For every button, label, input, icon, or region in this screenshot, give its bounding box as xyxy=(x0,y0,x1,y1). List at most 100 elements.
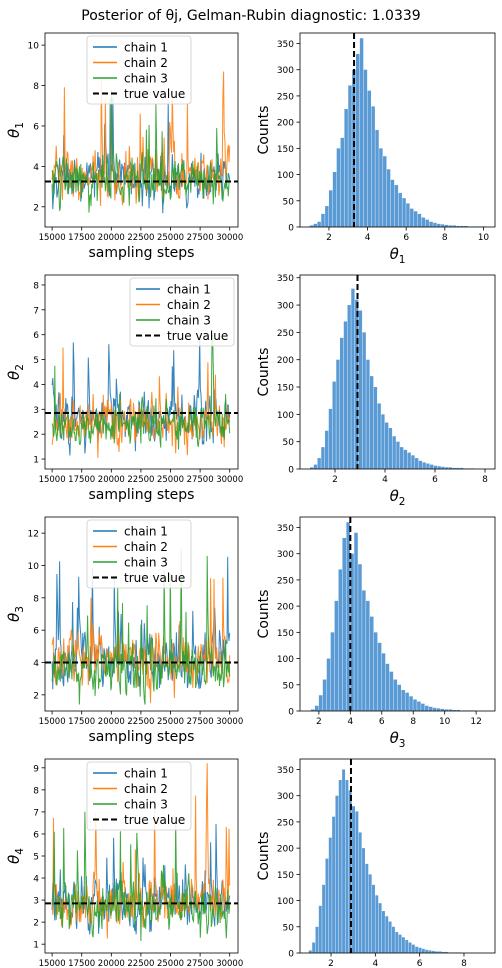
hist-ytick-label-4: 300 xyxy=(277,792,294,802)
hist-bar-3 xyxy=(358,564,362,711)
hist-bar-1 xyxy=(348,85,352,227)
hist-frame-1 xyxy=(299,32,496,228)
hist-bar-2 xyxy=(411,455,415,469)
trace-xtick-label-2: 30000 xyxy=(216,475,243,485)
trace-xtick-label-4: 20000 xyxy=(98,959,125,968)
trace-plot-1: 15000 17500 20000 22500 25000 27500 30000 2 4 6 8 1… xyxy=(5,32,243,261)
trace-legend-label-2-1: chain 1 xyxy=(167,283,211,297)
hist-ytick-label-3: 350 xyxy=(277,524,294,534)
trace-legend-label-2-4: true value xyxy=(167,329,228,343)
trace-xtick-label-3: 25000 xyxy=(157,717,184,727)
trace-legend-label-2-3: chain 3 xyxy=(167,314,211,328)
trace-xtick-label-3: 20000 xyxy=(98,717,125,727)
trace-xtick-label-4: 30000 xyxy=(216,959,243,968)
hist-ytick-label-1: 150 xyxy=(277,145,294,155)
trace-lines-2 xyxy=(51,334,231,458)
hist-bar-1 xyxy=(363,69,368,228)
trace-xtick-label-4: 15000 xyxy=(39,959,66,968)
hist-bar-4 xyxy=(391,926,395,953)
trace-ytick-label-4: 9 xyxy=(33,764,39,774)
trace-legend-label-2-2: chain 2 xyxy=(167,298,211,312)
hist-bar-3 xyxy=(354,532,358,711)
hist-xtick-label-4: 4 xyxy=(372,959,378,968)
hist-bar-3 xyxy=(338,569,343,711)
hist-bar-3 xyxy=(322,679,327,711)
hist-bar-1 xyxy=(344,109,348,227)
trace-legend-label-1-3: chain 3 xyxy=(124,72,168,86)
hist-xtick-label-1: 8 xyxy=(442,233,448,243)
trace-xlabel-2: sampling steps xyxy=(89,487,195,503)
hist-ytick-label-1: 100 xyxy=(277,171,294,181)
hist-bar-3 xyxy=(362,590,366,711)
hist-bar-1 xyxy=(417,213,422,227)
trace-xlabel-1: sampling steps xyxy=(89,245,195,261)
hist-ytick-label-4: 0 xyxy=(288,950,294,960)
hist-bar-3 xyxy=(417,701,421,711)
trace-xtick-label-4: 27500 xyxy=(187,959,214,968)
trace-series-3-chain-3 xyxy=(51,548,231,705)
trace-ytick-label-1: 6 xyxy=(33,122,39,132)
trace-legend-label-4-2: chain 2 xyxy=(124,782,168,796)
hist-bar-3 xyxy=(432,707,437,711)
hist-bar-2 xyxy=(343,321,348,469)
hist-bar-2 xyxy=(332,381,336,469)
hist-ylabel-2: Counts xyxy=(256,348,272,397)
hist-bar-2 xyxy=(358,310,363,469)
hist-plot-4: 2468050100150200250300350θ4Counts xyxy=(256,758,496,968)
figure-title: Posterior of θj, Gelman-Rubin diagnostic… xyxy=(81,8,420,24)
hist-xtick-label-2: 6 xyxy=(432,475,438,485)
trace-ytick-label-2: 8 xyxy=(33,281,39,291)
trace-ytick-label-2: 5 xyxy=(33,356,39,366)
trace-ytick-label-4: 1 xyxy=(33,941,39,951)
hist-xtick-label-1: 4 xyxy=(365,233,371,243)
hist-bar-4 xyxy=(445,951,449,953)
hist-frame-4 xyxy=(299,758,496,954)
hist-bar-4 xyxy=(438,951,442,953)
hist-bar-3 xyxy=(342,537,346,711)
hist-bar-4 xyxy=(375,895,379,953)
hist-xtick-label-1: 2 xyxy=(326,233,332,243)
hist-bar-1 xyxy=(433,222,437,227)
trace-plot-4: 15000 17500 20000 22500 25000 27500 30000 1 2 3 4 5… xyxy=(5,758,243,968)
hist-ytick-label-4: 100 xyxy=(277,897,294,907)
hist-xlabel-1-text: θ1 xyxy=(390,245,406,266)
hist-bar-4 xyxy=(325,858,329,953)
hist-bar-2 xyxy=(362,332,366,469)
trace-ytick-label-4: 7 xyxy=(33,808,39,818)
hist-bar-4 xyxy=(428,950,432,953)
hist-xlabel-3-text: θ3 xyxy=(390,729,406,750)
hist-ylabel-3: Counts xyxy=(256,590,272,639)
trace-ytick-label-4: 8 xyxy=(33,786,39,796)
trace-ylabel-2-text: θ2 xyxy=(5,364,26,380)
hist-bar-4 xyxy=(328,837,332,953)
hist-bar-3 xyxy=(369,616,374,711)
hist-bar-2 xyxy=(317,458,321,469)
hist-bar-3 xyxy=(373,632,378,711)
trace-plot-2: 15000 17500 20000 22500 25000 27500 30000 1 2 3 4 5… xyxy=(5,274,243,503)
hist-bar-2 xyxy=(441,466,445,469)
trace-legend-label-3-3: chain 3 xyxy=(124,556,168,570)
hist-bar-2 xyxy=(460,467,464,469)
hist-ylabel-4: Counts xyxy=(256,832,272,881)
hist-bar-2 xyxy=(377,403,381,469)
hist-frame-2 xyxy=(299,274,496,470)
hist-bar-1 xyxy=(336,148,341,227)
trace-xtick-label-3: 17500 xyxy=(68,717,95,727)
trace-xtick-label-2: 15000 xyxy=(39,475,66,485)
hist-bar-1 xyxy=(371,106,375,227)
hist-ytick-label-2: 50 xyxy=(283,438,295,448)
hist-bar-1 xyxy=(367,90,372,227)
hist-bar-4 xyxy=(395,932,399,953)
trace-ytick-label-2: 4 xyxy=(33,381,39,391)
hist-bar-4 xyxy=(355,811,359,953)
hist-bar-2 xyxy=(351,288,355,469)
hist-xlabel-1: θ1 xyxy=(390,245,406,266)
hist-bar-1 xyxy=(398,192,402,227)
hist-bar-3 xyxy=(456,709,461,711)
hist-bar-3 xyxy=(436,708,441,711)
trace-ytick-label-3: 8 xyxy=(33,594,39,604)
hist-bar-4 xyxy=(408,942,412,953)
